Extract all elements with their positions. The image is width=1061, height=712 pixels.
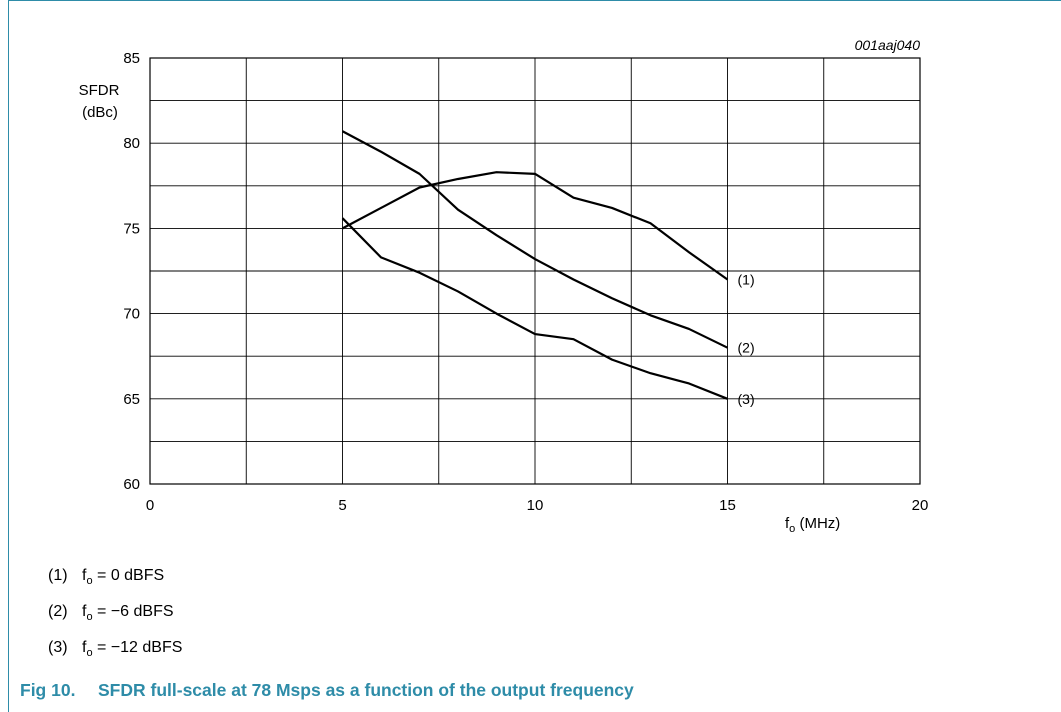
- figure-caption: Fig 10. SFDR full-scale at 78 Msps as a f…: [20, 680, 634, 701]
- legend-num: (2): [48, 603, 68, 620]
- grid: [149, 57, 921, 485]
- series-label-1: (1): [738, 272, 755, 288]
- y-tick-label: 65: [123, 391, 140, 408]
- y-tick-label: 70: [123, 306, 140, 323]
- x-axis-label-f: f: [785, 515, 790, 532]
- plot-area: [149, 57, 921, 485]
- legend-sub: o: [86, 575, 93, 588]
- series-labels: (1) (2) (3): [738, 272, 755, 407]
- x-axis-label-sub: o: [789, 523, 795, 535]
- y-tick-label: 80: [123, 135, 140, 152]
- series-line-1: [341, 171, 729, 281]
- series-line-3: [341, 217, 728, 400]
- legend-f: f: [82, 567, 87, 584]
- legend-sub: o: [86, 611, 93, 624]
- legend-item-1: (1) fo = 0 dBFS: [48, 567, 164, 587]
- series-lines: [341, 130, 729, 400]
- page-frame-top: [8, 0, 1061, 1]
- y-axis-unit: (dBc): [82, 104, 118, 121]
- legend-value: = −12 dBFS: [92, 639, 183, 656]
- y-axis-label: SFDR: [79, 82, 120, 99]
- series-label-2: (2): [738, 340, 755, 356]
- x-axis-label-unit: (MHz): [795, 515, 840, 532]
- legend-sub: o: [86, 647, 93, 660]
- legend-item-2: (2) fo = −6 dBFS: [48, 603, 174, 623]
- legend-num: (3): [48, 639, 68, 656]
- figure-number: Fig 10.: [20, 680, 76, 700]
- legend-item-3: (3) fo = −12 dBFS: [48, 639, 182, 659]
- x-tick-label: 15: [719, 497, 736, 514]
- legend-f: f: [82, 639, 87, 656]
- y-tick-label: 85: [123, 50, 140, 67]
- chart-id-label: 001aaj040: [855, 37, 921, 53]
- figure-title: SFDR full-scale at 78 Msps as a function…: [98, 680, 634, 700]
- x-tick-label: 5: [338, 497, 346, 514]
- page-frame-left: [8, 0, 9, 712]
- y-tick-label: 60: [123, 476, 140, 493]
- chart: 0 5 10 15 20 60 65 70 75 80 85 001aaj040 SFDR (dBc…: [79, 37, 929, 535]
- legend-f: f: [82, 603, 87, 620]
- legend-num: (1): [48, 567, 68, 584]
- y-tick-label: 75: [123, 220, 140, 237]
- x-axis-label: fo (MHz): [785, 515, 840, 535]
- series-label-3: (3): [738, 391, 755, 407]
- x-tick-label: 10: [527, 497, 544, 514]
- series-line-2: [341, 130, 728, 349]
- legend-value: = −6 dBFS: [92, 603, 174, 620]
- x-tick-label: 20: [912, 497, 929, 514]
- legend-value: = 0 dBFS: [92, 567, 165, 584]
- x-tick-label: 0: [146, 497, 154, 514]
- tick-labels: 0 5 10 15 20 60 65 70 75 80 85: [123, 50, 928, 514]
